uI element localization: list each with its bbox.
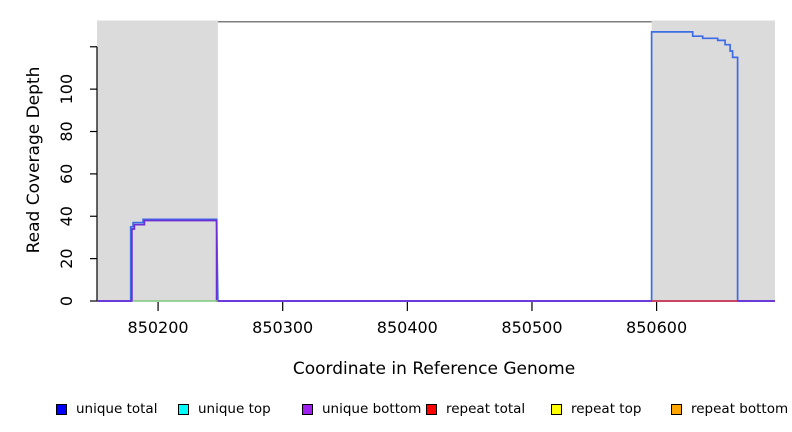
legend-swatch-repeat-total	[426, 403, 437, 415]
legend-swatch-repeat-bottom	[671, 403, 682, 415]
shaded-regions-layer	[97, 20, 775, 301]
legend-item-repeat-bottom: repeat bottom	[671, 399, 788, 419]
left-gray-region	[97, 20, 218, 301]
y-tick-label: 100	[57, 74, 76, 105]
legend-item-unique-top: unique top	[178, 399, 271, 419]
legend-item-repeat-total: repeat total	[426, 399, 525, 419]
chart-legend: unique total unique top unique bottom repea…	[0, 399, 792, 423]
y-tick-label: 60	[57, 164, 76, 184]
legend-label: unique top	[198, 401, 271, 417]
legend-item-unique-bottom: unique bottom	[302, 399, 421, 419]
legend-label: repeat total	[446, 401, 526, 417]
series-layer	[97, 21, 775, 302]
legend-label: repeat top	[571, 401, 642, 417]
legend-swatch-unique-top	[178, 403, 189, 415]
x-tick-label: 850400	[377, 318, 438, 337]
legend-swatch-unique-total	[56, 403, 67, 415]
legend-item-unique-total: unique total	[56, 399, 157, 419]
y-tick-label: 0	[57, 296, 76, 306]
legend-item-repeat-top: repeat top	[551, 399, 641, 419]
legend-label: repeat bottom	[691, 401, 789, 417]
x-tick-label: 850600	[626, 318, 687, 337]
y-tick-label: 80	[57, 121, 76, 141]
x-tick-label: 850200	[128, 318, 189, 337]
legend-label: unique total	[76, 401, 158, 417]
y-axis-title: Read Coverage Depth	[24, 67, 44, 254]
x-tick-label: 850500	[501, 318, 562, 337]
legend-label: unique bottom	[322, 401, 422, 417]
y-tick-label: 40	[57, 206, 76, 226]
x-axis-title: Coordinate in Reference Genome	[293, 359, 575, 379]
legend-swatch-repeat-top	[551, 403, 562, 415]
right-gray-region	[651, 20, 775, 301]
series-unique-total-line	[97, 31, 775, 302]
series-unique-bottom-line	[97, 219, 775, 302]
axes-layer: 0 20 40 60 80 100 850200 850300 850400 850500 8506…	[57, 46, 687, 337]
x-tick-label: 850300	[252, 318, 313, 337]
y-tick-label: 20	[57, 248, 76, 268]
legend-swatch-unique-bottom	[302, 403, 313, 415]
